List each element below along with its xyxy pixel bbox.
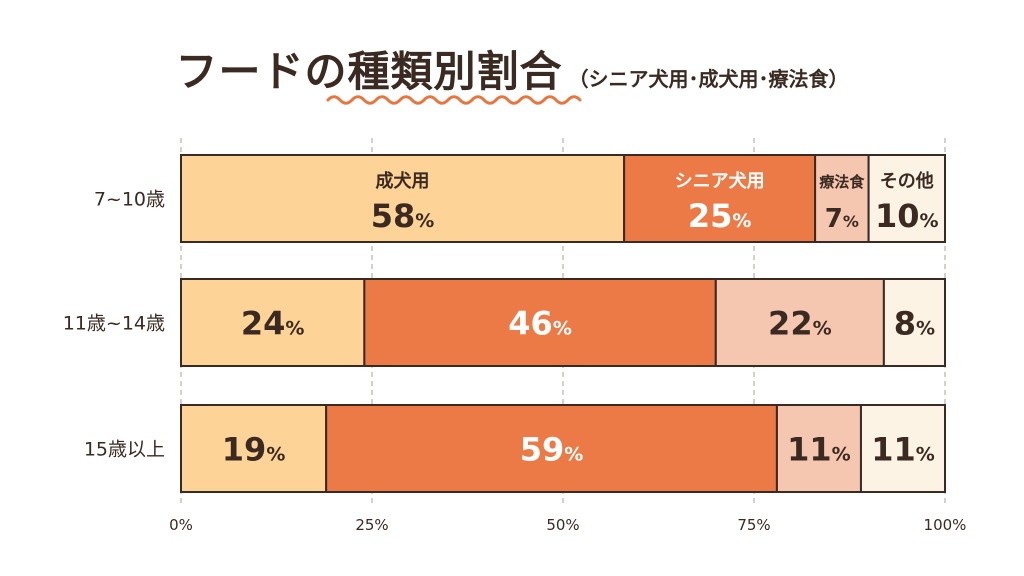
- category-label: 11歳~14歳: [63, 313, 165, 335]
- x-tick-label: 25%: [355, 516, 388, 534]
- data-label: 46%: [508, 305, 572, 343]
- category-label: 15歳以上: [84, 439, 165, 461]
- data-label: 59%: [520, 431, 584, 469]
- bar-segment: [180, 404, 328, 493]
- title-wave-underline: [326, 95, 582, 105]
- x-tick-label: 0%: [169, 516, 193, 534]
- series-name-label: その他: [880, 170, 934, 192]
- data-label: 7%: [825, 204, 859, 234]
- bar-segment: [775, 404, 862, 493]
- data-label: 19%: [222, 431, 286, 469]
- chart-title: フードの種類別割合: [175, 47, 563, 96]
- bar-segment: [814, 154, 870, 243]
- category-label: 7~10歳: [94, 189, 165, 211]
- bar-segment: [859, 404, 947, 493]
- x-tick-label: 100%: [924, 516, 967, 534]
- title-block: フードの種類別割合 （シニア犬用･成犬用･療法食）: [0, 38, 1024, 99]
- data-label: 11%: [871, 431, 935, 469]
- data-label: 11%: [787, 431, 851, 469]
- chart-subtitle: （シニア犬用･成犬用･療法食）: [568, 67, 849, 91]
- data-label: 10%: [875, 197, 939, 235]
- data-label: 22%: [768, 305, 832, 343]
- data-label: 25%: [688, 197, 752, 235]
- x-tick-label: 75%: [737, 516, 770, 534]
- series-name-label: 成犬用: [376, 170, 430, 192]
- bar-segment: [325, 404, 778, 493]
- bar-segment: [363, 278, 717, 367]
- series-name-label: 療法食: [819, 173, 865, 191]
- data-label: 24%: [241, 305, 305, 343]
- bar-segment: [714, 278, 885, 367]
- bar-segment: [882, 278, 947, 367]
- data-label: 58%: [371, 197, 435, 235]
- x-tick-label: 50%: [546, 516, 579, 534]
- data-label: 8%: [894, 305, 935, 343]
- series-name-label: シニア犬用: [675, 170, 765, 192]
- bar-segment: [867, 154, 946, 243]
